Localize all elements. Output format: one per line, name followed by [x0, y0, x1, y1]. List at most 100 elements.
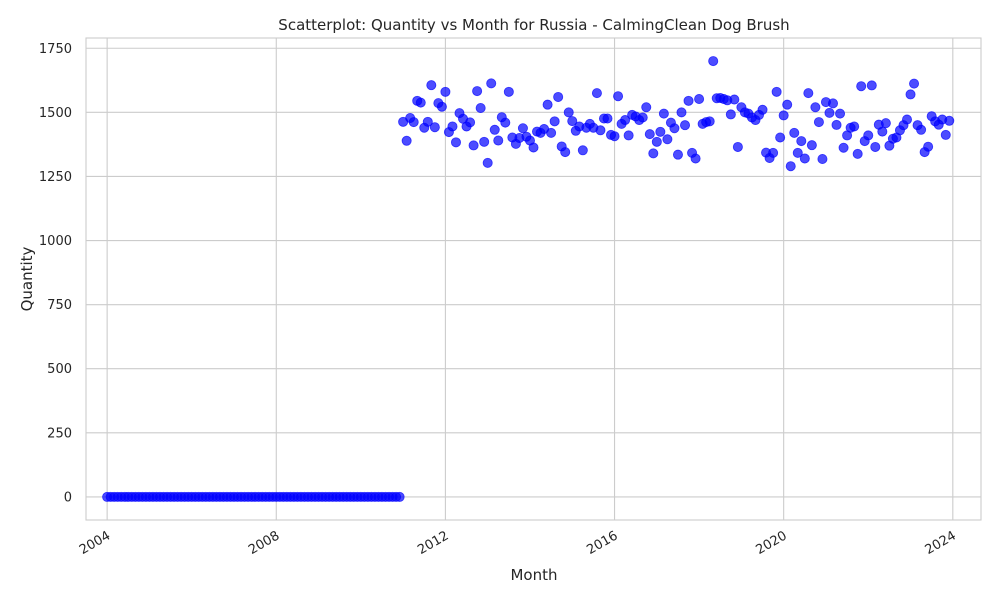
data-point — [806, 140, 817, 151]
data-point — [567, 116, 578, 127]
data-point — [591, 88, 602, 99]
data-point — [613, 91, 624, 102]
data-point — [863, 130, 874, 141]
data-point — [782, 99, 793, 110]
x-axis-label: Month — [510, 566, 557, 584]
data-point — [641, 102, 652, 113]
data-point — [623, 130, 634, 141]
data-point — [475, 102, 486, 113]
data-point — [704, 116, 715, 127]
data-point — [916, 124, 927, 135]
data-point — [553, 91, 564, 102]
data-point — [732, 141, 743, 152]
data-point — [595, 125, 606, 136]
y-tick-label: 1750 — [39, 42, 72, 57]
x-tick-label: 2020 — [754, 528, 790, 558]
x-tick-labels: 2004 2008 2012 2016 2020 2024 — [77, 528, 959, 558]
data-point — [517, 123, 528, 134]
data-point — [866, 80, 877, 91]
data-point — [902, 114, 913, 125]
data-point — [676, 107, 687, 118]
data-point — [422, 116, 433, 127]
chart-title: Scatterplot: Quantity vs Month for Russi… — [278, 16, 789, 34]
data-point — [768, 147, 779, 158]
data-point — [944, 115, 955, 126]
data-point — [394, 491, 405, 502]
data-point — [602, 113, 613, 124]
x-tick-label: 2012 — [415, 528, 451, 558]
data-point — [408, 117, 419, 128]
data-point — [549, 116, 560, 127]
y-tick-label: 1500 — [39, 106, 72, 121]
data-point — [690, 153, 701, 164]
data-point — [849, 121, 860, 132]
data-point — [493, 135, 504, 146]
data-point — [500, 117, 511, 128]
y-tick-label: 750 — [47, 298, 72, 313]
data-point — [852, 148, 863, 159]
data-point — [655, 126, 666, 137]
data-point — [799, 153, 810, 164]
data-point — [401, 135, 412, 146]
data-point — [694, 94, 705, 105]
data-point — [560, 147, 571, 158]
data-point — [880, 118, 891, 129]
data-point — [620, 115, 631, 126]
data-point — [651, 136, 662, 147]
data-point — [609, 131, 620, 142]
data-point — [817, 154, 828, 165]
y-tick-label: 250 — [47, 426, 72, 441]
data-point — [472, 86, 483, 97]
data-point — [468, 140, 479, 151]
data-point — [824, 107, 835, 118]
data-point — [415, 97, 426, 108]
data-point — [789, 127, 800, 138]
data-point — [479, 136, 490, 147]
data-point — [447, 121, 458, 132]
data-points — [102, 56, 955, 502]
data-point — [831, 119, 842, 130]
data-point — [870, 141, 881, 152]
data-point — [725, 109, 736, 120]
y-tick-label: 1000 — [39, 234, 72, 249]
data-point — [838, 142, 849, 153]
data-point — [503, 86, 514, 97]
data-point — [680, 120, 691, 131]
data-point — [637, 112, 648, 123]
y-tick-labels: 0 250 500 750 1000 1250 1500 1750 — [39, 42, 72, 506]
data-point — [426, 80, 437, 91]
data-point — [486, 78, 497, 89]
data-point — [923, 141, 934, 152]
data-point — [828, 98, 839, 109]
data-point — [440, 86, 451, 97]
data-point — [856, 81, 867, 92]
y-axis-label: Quantity — [18, 246, 36, 311]
x-tick-label: 2008 — [246, 528, 282, 558]
data-point — [542, 99, 553, 110]
data-point — [905, 89, 916, 100]
data-point — [796, 136, 807, 147]
data-point — [644, 129, 655, 140]
data-point — [429, 122, 440, 133]
data-point — [436, 101, 447, 112]
data-point — [775, 132, 786, 143]
data-point — [683, 95, 694, 106]
data-point — [729, 94, 740, 105]
data-point — [482, 157, 493, 168]
y-gridlines — [86, 47, 981, 498]
x-tick-label: 2004 — [77, 528, 113, 558]
data-point — [708, 56, 719, 67]
data-point — [771, 86, 782, 97]
data-point — [757, 104, 768, 115]
data-point — [810, 102, 821, 113]
data-point — [803, 88, 814, 99]
data-point — [792, 147, 803, 158]
y-tick-label: 500 — [47, 362, 72, 377]
data-point — [648, 148, 659, 159]
y-tick-label: 1250 — [39, 170, 72, 185]
data-point — [778, 110, 789, 121]
data-point — [835, 108, 846, 119]
data-point — [940, 129, 951, 140]
